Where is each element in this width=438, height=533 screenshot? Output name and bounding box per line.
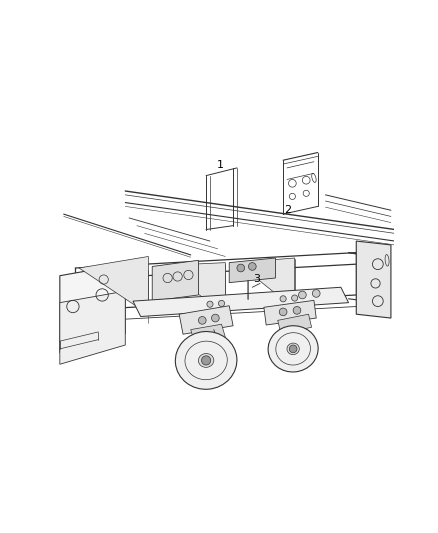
Circle shape (237, 264, 244, 272)
Circle shape (289, 345, 296, 353)
Circle shape (279, 308, 286, 316)
Polygon shape (190, 324, 225, 343)
Circle shape (198, 317, 206, 324)
Circle shape (291, 295, 297, 301)
Polygon shape (237, 258, 294, 309)
Circle shape (218, 301, 224, 306)
Circle shape (201, 356, 210, 365)
Text: 2: 2 (283, 205, 290, 215)
Circle shape (206, 301, 212, 308)
Polygon shape (179, 306, 233, 334)
Polygon shape (277, 314, 311, 334)
Ellipse shape (286, 343, 299, 354)
Text: 1: 1 (216, 159, 223, 169)
Circle shape (298, 291, 306, 299)
Circle shape (211, 314, 219, 322)
Polygon shape (60, 291, 125, 364)
Polygon shape (229, 258, 275, 282)
Circle shape (312, 289, 319, 297)
Ellipse shape (268, 326, 318, 372)
Text: 3: 3 (253, 274, 260, 285)
Polygon shape (263, 301, 315, 325)
Ellipse shape (198, 353, 213, 367)
Polygon shape (356, 241, 390, 318)
Ellipse shape (175, 332, 237, 389)
Circle shape (248, 263, 256, 270)
Circle shape (279, 296, 286, 302)
Polygon shape (79, 256, 148, 314)
Circle shape (293, 306, 300, 314)
Polygon shape (133, 287, 348, 317)
Polygon shape (152, 260, 198, 301)
Polygon shape (159, 263, 225, 314)
Polygon shape (60, 264, 125, 353)
